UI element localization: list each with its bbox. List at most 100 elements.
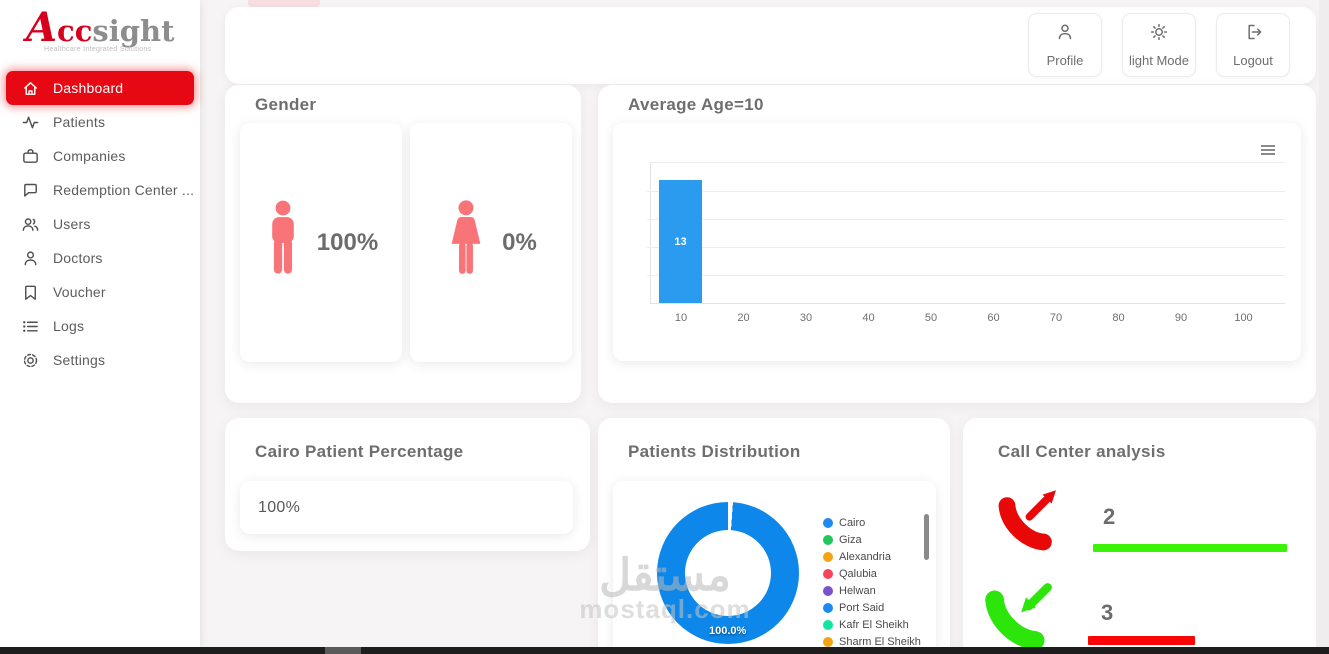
- sidebar-item-companies[interactable]: Companies: [0, 139, 200, 173]
- male-percentage-value: 100%: [316, 228, 379, 256]
- brand-logo: Accsight: [0, 0, 200, 48]
- sidebar-item-label: Companies: [53, 148, 126, 164]
- legend-item[interactable]: Kafr El Sheikh: [823, 616, 921, 633]
- sidebar-item-label: Patients: [53, 114, 106, 130]
- legend-dot: [823, 551, 833, 562]
- sidebar-item-label: Logs: [53, 318, 85, 334]
- sidebar-item-label: Dashboard: [53, 80, 124, 96]
- average-age-card: Average Age=10 13 10 20 30 40 50 60 70: [598, 85, 1316, 403]
- profile-button[interactable]: Profile: [1028, 13, 1102, 77]
- sidebar-item-doctors[interactable]: Doctors: [0, 241, 200, 275]
- x-tick: 40: [862, 312, 875, 324]
- outgoing-call-count: 2: [1103, 504, 1116, 529]
- bar-chart-plot-area: 13: [647, 162, 1285, 304]
- cairo-percentage-card: Cairo Patient Percentage 100%: [225, 418, 590, 551]
- patients-distribution-card: Patients Distribution 100.0% Cairo Giza …: [598, 418, 950, 654]
- legend-item[interactable]: Sharm El Sheikh: [823, 633, 921, 650]
- x-tick: 20: [737, 312, 750, 324]
- sidebar-item-label: Voucher: [53, 284, 106, 300]
- sidebar-item-settings[interactable]: Settings: [0, 343, 200, 377]
- bar-value-label: 13: [674, 235, 687, 248]
- legend-item[interactable]: Cairo: [823, 514, 921, 531]
- female-percentage-value: 0%: [502, 228, 537, 256]
- sidebar-item-label: Settings: [53, 352, 106, 368]
- logout-button[interactable]: Logout: [1216, 13, 1290, 77]
- light-mode-button[interactable]: light Mode: [1122, 13, 1196, 77]
- legend-item[interactable]: Alexandria: [823, 548, 921, 565]
- clipped-top-button: [248, 0, 320, 7]
- brand-initial: A: [26, 4, 58, 51]
- x-tick: 50: [924, 312, 938, 324]
- activity-icon: [20, 112, 40, 132]
- donut-hole: [685, 530, 771, 616]
- sidebar-item-users[interactable]: Users: [0, 207, 200, 241]
- distribution-card-title: Patients Distribution: [628, 442, 801, 461]
- donut-percentage-label: 100.0%: [709, 625, 747, 637]
- legend-dot: [823, 568, 833, 579]
- x-tick: 30: [799, 312, 813, 324]
- brand-rest: sight: [92, 14, 175, 48]
- sidebar-item-voucher[interactable]: Voucher: [0, 275, 200, 309]
- legend-dot: [823, 619, 833, 630]
- chart-menu-icon[interactable]: [1261, 145, 1275, 157]
- person-icon: [20, 248, 40, 268]
- light-mode-button-label: light Mode: [1129, 53, 1189, 68]
- x-tick: 70: [1049, 312, 1063, 324]
- x-tick: 10: [674, 312, 688, 324]
- gear-icon: [20, 350, 40, 370]
- briefcase-icon: [20, 146, 40, 166]
- legend-item[interactable]: Port Said: [823, 599, 921, 616]
- incoming-call-bar: [1088, 636, 1195, 645]
- cairo-percentage-value: 100%: [258, 498, 301, 516]
- x-tick: 100: [1234, 312, 1253, 324]
- x-tick: 90: [1174, 312, 1188, 324]
- x-tick: 60: [987, 312, 1000, 324]
- legend-dot: [823, 534, 833, 545]
- call-center-card: Call Center analysis 2 3: [963, 418, 1316, 654]
- legend-item[interactable]: Qalubia: [823, 565, 921, 582]
- profile-button-label: Profile: [1046, 53, 1084, 68]
- brand-tagline: Healthcare Integrated Solutions: [44, 46, 152, 53]
- top-header-bar: Profile light Mode Logout: [225, 7, 1316, 84]
- chat-icon: [20, 180, 40, 200]
- average-age-card-title: Average Age=10: [628, 95, 764, 114]
- sidebar-item-patients[interactable]: Patients: [0, 105, 200, 139]
- legend-dot: [823, 585, 833, 596]
- sidebar-item-logs[interactable]: Logs: [0, 309, 200, 343]
- users-icon: [20, 214, 40, 234]
- donut-legend: Cairo Giza Alexandria Qalubia Helwan: [823, 514, 921, 650]
- legend-item[interactable]: Helwan: [823, 582, 921, 599]
- x-axis-ticks: 10 20 30 40 50 60 70 80 90 100: [650, 312, 1285, 328]
- sidebar-item-label: Users: [53, 216, 91, 232]
- x-tick: 80: [1112, 312, 1125, 324]
- brand-mid: cc: [57, 14, 93, 48]
- legend-item[interactable]: Giza: [823, 531, 921, 548]
- horizontal-scrollbar[interactable]: [0, 647, 1329, 654]
- legend-dot: [823, 636, 833, 647]
- gender-card: Gender 100% 0%: [225, 85, 581, 403]
- age-bar-10[interactable]: 13: [659, 180, 702, 303]
- sidebar-item-redemption-center[interactable]: Redemption Center ...: [0, 173, 200, 207]
- male-icon: [264, 200, 302, 285]
- legend-scrollbar[interactable]: [924, 514, 929, 560]
- list-icon: [20, 316, 40, 336]
- horizontal-scrollbar-thumb[interactable]: [325, 647, 361, 654]
- header-buttons: Profile light Mode Logout: [1028, 13, 1290, 77]
- cairo-percentage-box: 100%: [240, 481, 573, 534]
- sun-icon: [1149, 22, 1169, 47]
- female-percentage-box: 0%: [410, 123, 572, 362]
- donut-ring[interactable]: [657, 502, 799, 644]
- incoming-call-count: 3: [1101, 600, 1114, 625]
- outgoing-call-bar: [1093, 544, 1287, 552]
- legend-dot: [823, 602, 833, 613]
- female-icon: [445, 200, 487, 285]
- incoming-call-icon: [979, 578, 1057, 654]
- outgoing-call-icon: [993, 486, 1063, 561]
- sidebar-item-dashboard[interactable]: Dashboard: [6, 71, 194, 105]
- cairo-card-title: Cairo Patient Percentage: [255, 442, 464, 461]
- sidebar-item-label: Redemption Center ...: [53, 182, 195, 198]
- bookmark-icon: [20, 282, 40, 302]
- age-bar-chart: 13 10 20 30 40 50 60 70 80 90 100: [613, 123, 1301, 361]
- vertical-scrollbar[interactable]: [1319, 0, 1329, 647]
